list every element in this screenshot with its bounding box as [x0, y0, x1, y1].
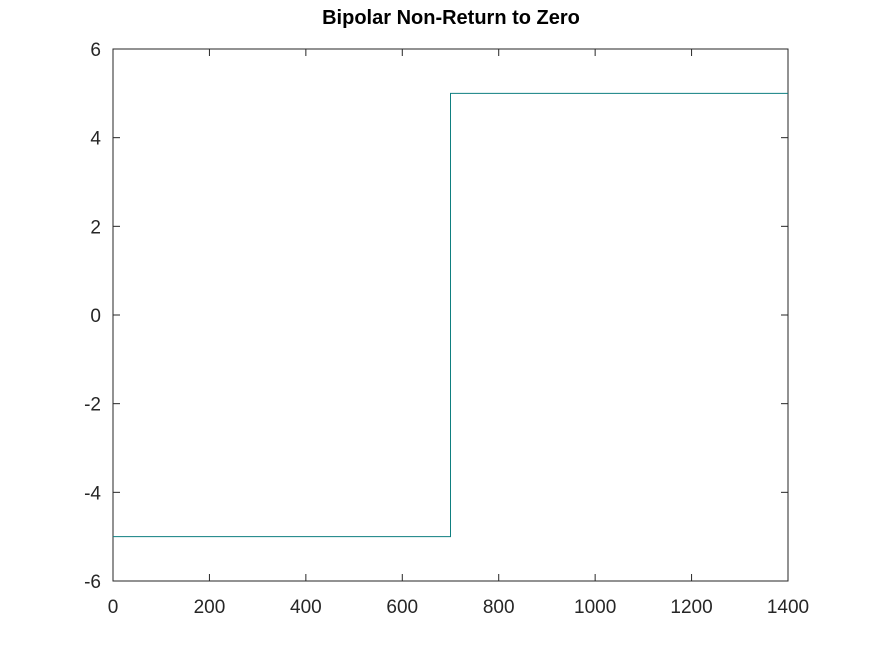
- x-tick-label: 0: [108, 597, 119, 618]
- x-tick-label: 600: [386, 597, 418, 618]
- x-tick-label: 1200: [670, 597, 712, 618]
- y-tick-label: 6: [90, 40, 101, 61]
- y-tick-label: 0: [90, 306, 101, 327]
- x-tick-labels: 0 200 400 600 800 1000 1200 1400: [108, 597, 809, 618]
- series-group: [113, 92, 788, 538]
- y-tick-label: -6: [84, 572, 101, 593]
- axis-ticks: [112, 48, 789, 582]
- signal-line: [113, 92, 788, 538]
- y-tick-label: -4: [84, 483, 101, 504]
- y-tick-labels: -6 -4 -2 0 2 4 6: [84, 40, 101, 593]
- x-tick-label: 400: [290, 597, 322, 618]
- chart-title: Bipolar Non-Return to Zero: [322, 7, 580, 29]
- x-tick-label: 1400: [767, 597, 809, 618]
- x-tick-label: 800: [483, 597, 515, 618]
- x-tick-label: 1000: [574, 597, 616, 618]
- y-tick-label: 2: [90, 217, 101, 238]
- y-tick-label: 4: [90, 129, 101, 150]
- x-tick-label: 200: [194, 597, 226, 618]
- y-tick-label: -2: [84, 395, 101, 416]
